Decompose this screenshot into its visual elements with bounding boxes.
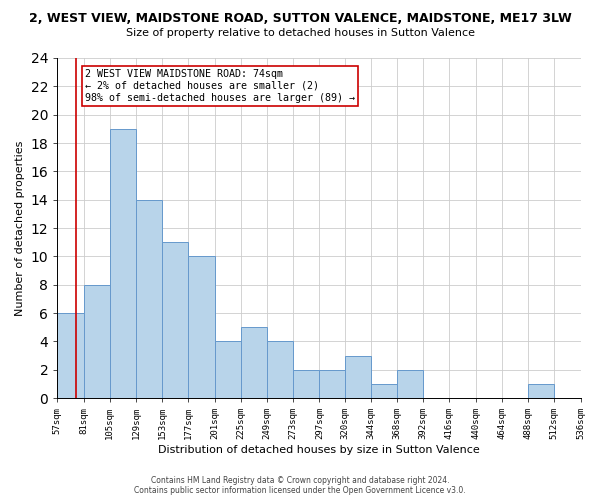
Bar xyxy=(188,256,215,398)
Bar xyxy=(136,200,162,398)
Bar xyxy=(241,328,267,398)
Text: Contains HM Land Registry data © Crown copyright and database right 2024.
Contai: Contains HM Land Registry data © Crown c… xyxy=(134,476,466,495)
Bar xyxy=(58,313,83,398)
Y-axis label: Number of detached properties: Number of detached properties xyxy=(15,140,25,316)
Text: 2 WEST VIEW MAIDSTONE ROAD: 74sqm
← 2% of detached houses are smaller (2)
98% of: 2 WEST VIEW MAIDSTONE ROAD: 74sqm ← 2% o… xyxy=(85,70,355,102)
Bar xyxy=(397,370,423,398)
Bar xyxy=(267,342,293,398)
Bar xyxy=(215,342,241,398)
Bar xyxy=(162,242,188,398)
Bar xyxy=(344,356,371,398)
Text: 2, WEST VIEW, MAIDSTONE ROAD, SUTTON VALENCE, MAIDSTONE, ME17 3LW: 2, WEST VIEW, MAIDSTONE ROAD, SUTTON VAL… xyxy=(29,12,571,26)
Bar xyxy=(371,384,397,398)
Text: Size of property relative to detached houses in Sutton Valence: Size of property relative to detached ho… xyxy=(125,28,475,38)
X-axis label: Distribution of detached houses by size in Sutton Valence: Distribution of detached houses by size … xyxy=(158,445,480,455)
Bar xyxy=(110,129,136,398)
Bar xyxy=(293,370,319,398)
Bar xyxy=(528,384,554,398)
Bar xyxy=(83,285,110,398)
Bar xyxy=(319,370,344,398)
